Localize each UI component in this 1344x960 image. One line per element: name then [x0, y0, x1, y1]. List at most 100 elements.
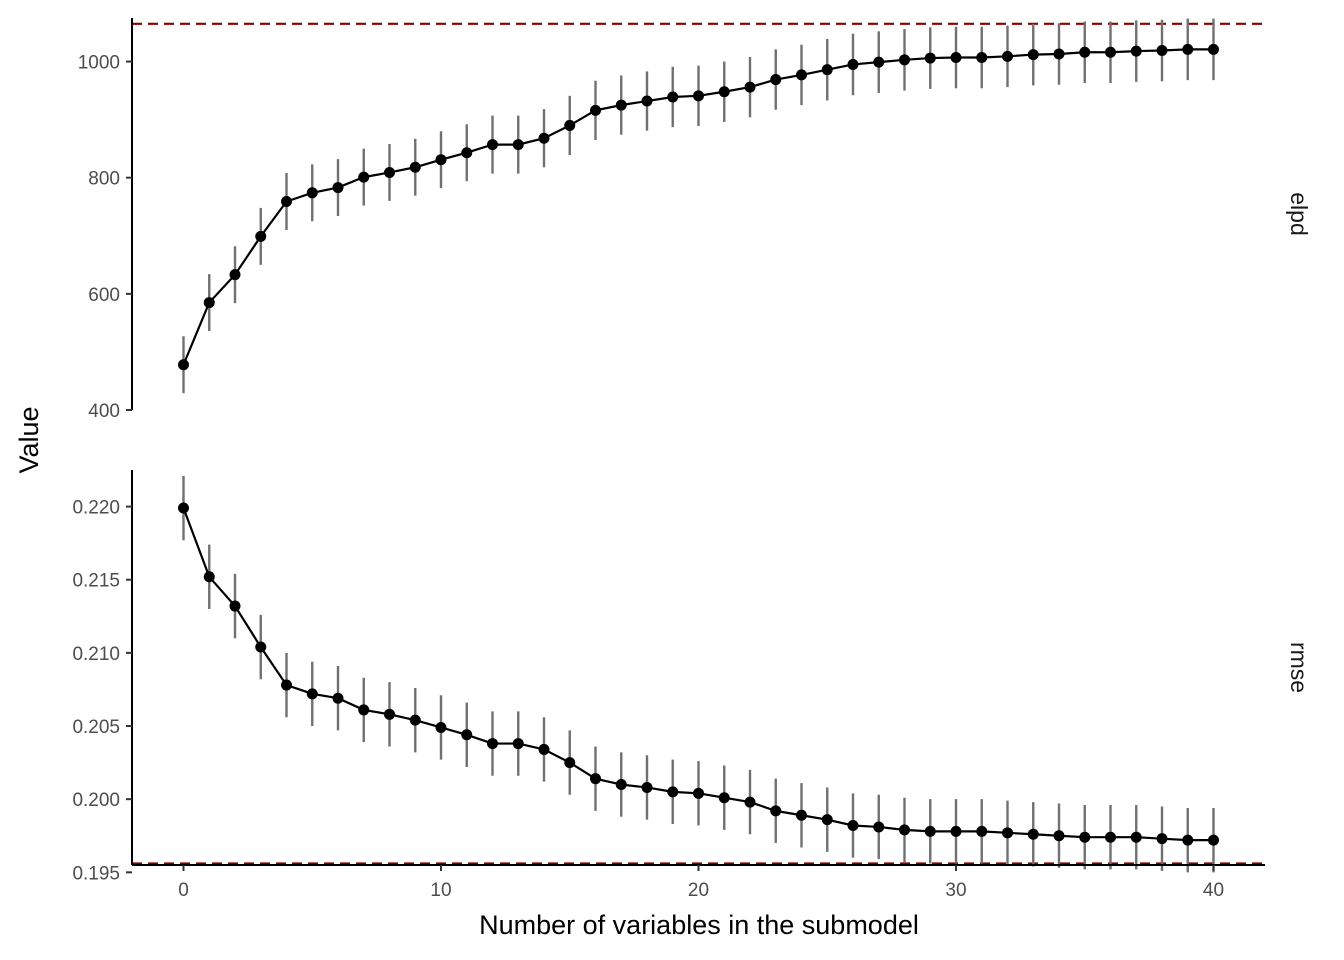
data-point — [1105, 46, 1116, 58]
data-point — [744, 81, 756, 93]
data-point — [641, 95, 653, 107]
data-point — [950, 51, 962, 63]
data-point — [1130, 45, 1142, 57]
data-point — [178, 359, 189, 371]
data-point — [178, 502, 189, 514]
data-point — [384, 708, 395, 720]
data-point — [1002, 827, 1013, 839]
data-point — [615, 99, 627, 111]
data-point — [693, 90, 704, 102]
data-point — [693, 787, 704, 799]
data-point — [590, 773, 601, 785]
data-point — [1182, 834, 1194, 846]
data-point — [203, 571, 215, 583]
data-point — [1208, 43, 1219, 55]
data-point — [512, 139, 524, 151]
data-point — [615, 779, 627, 791]
data-point — [976, 51, 988, 63]
data-point — [667, 91, 679, 103]
y-tick-label: 0.200 — [72, 790, 120, 811]
data-point — [1027, 828, 1039, 840]
data-point — [873, 56, 885, 68]
data-point — [409, 161, 421, 173]
data-point — [1105, 831, 1116, 843]
y-axis-title: Value — [14, 406, 44, 473]
data-point — [1182, 43, 1194, 55]
data-point — [821, 814, 833, 826]
data-point — [1027, 49, 1039, 61]
panel-elpd: 400 600 800 1000 elpd — [78, 18, 1312, 422]
y-tick-label: 800 — [88, 169, 120, 190]
data-point — [770, 805, 782, 817]
data-point — [1053, 830, 1065, 842]
data-point — [976, 825, 988, 837]
data-point — [255, 641, 267, 653]
data-point — [899, 54, 910, 66]
x-axis: 0 10 20 30 40 — [132, 864, 1265, 901]
y-tick-label: 1000 — [78, 53, 120, 74]
data-point — [538, 132, 550, 144]
data-point — [255, 230, 267, 242]
strip-label: rmse — [1286, 642, 1312, 693]
y-tick-label: 0.215 — [72, 571, 120, 592]
data-point — [435, 721, 447, 733]
data-point — [924, 825, 936, 837]
y-tick-label: 0.195 — [72, 863, 120, 884]
data-point — [667, 786, 679, 798]
y-tick-label: 0.205 — [72, 717, 120, 738]
data-point — [847, 820, 859, 831]
x-tick-label: 20 — [688, 880, 709, 901]
data-point — [821, 64, 833, 76]
data-point — [281, 196, 292, 208]
data-point — [796, 69, 807, 81]
data-point — [1130, 831, 1142, 843]
data-point — [847, 58, 859, 70]
data-point — [718, 792, 730, 804]
data-point — [461, 147, 473, 159]
data-point — [564, 119, 576, 131]
data-point — [332, 692, 344, 704]
data-point — [538, 743, 550, 755]
data-point — [281, 679, 292, 691]
x-axis-title: Number of variables in the submodel — [479, 910, 919, 940]
data-point — [306, 688, 318, 700]
data-point — [1079, 831, 1091, 843]
data-point — [229, 269, 241, 281]
data-point — [1053, 48, 1065, 60]
data-point — [332, 182, 344, 194]
data-point — [590, 104, 601, 116]
data-point — [873, 821, 885, 833]
data-point — [564, 757, 576, 769]
data-point — [203, 297, 215, 309]
data-point — [718, 86, 730, 98]
data-point — [358, 171, 370, 183]
y-tick-label: 0.220 — [72, 498, 120, 519]
data-point — [512, 738, 524, 750]
data-point — [744, 796, 756, 808]
data-point — [384, 166, 395, 178]
data-point — [899, 824, 910, 836]
data-point — [409, 714, 421, 726]
data-point — [1156, 45, 1168, 57]
y-tick-label: 600 — [88, 285, 120, 306]
y-tick-label: 0.210 — [72, 644, 120, 665]
x-tick-label: 10 — [430, 880, 451, 901]
data-point — [1208, 834, 1219, 846]
data-point — [229, 600, 241, 612]
data-point — [487, 738, 498, 750]
x-tick-label: 30 — [945, 880, 966, 901]
data-point — [924, 52, 936, 64]
data-point — [358, 704, 370, 716]
panel-rmse: 0.195 0.200 0.205 0.210 0.215 0.220 rmse — [72, 470, 1312, 884]
x-tick-label: 0 — [178, 880, 189, 901]
strip-label: elpd — [1286, 192, 1312, 235]
data-point — [950, 825, 962, 837]
data-point — [796, 809, 807, 821]
data-point — [641, 781, 653, 793]
data-point — [1002, 50, 1013, 62]
data-point — [1079, 46, 1091, 58]
data-point — [461, 729, 473, 741]
x-tick-label: 40 — [1203, 880, 1224, 901]
data-point — [1156, 833, 1168, 845]
